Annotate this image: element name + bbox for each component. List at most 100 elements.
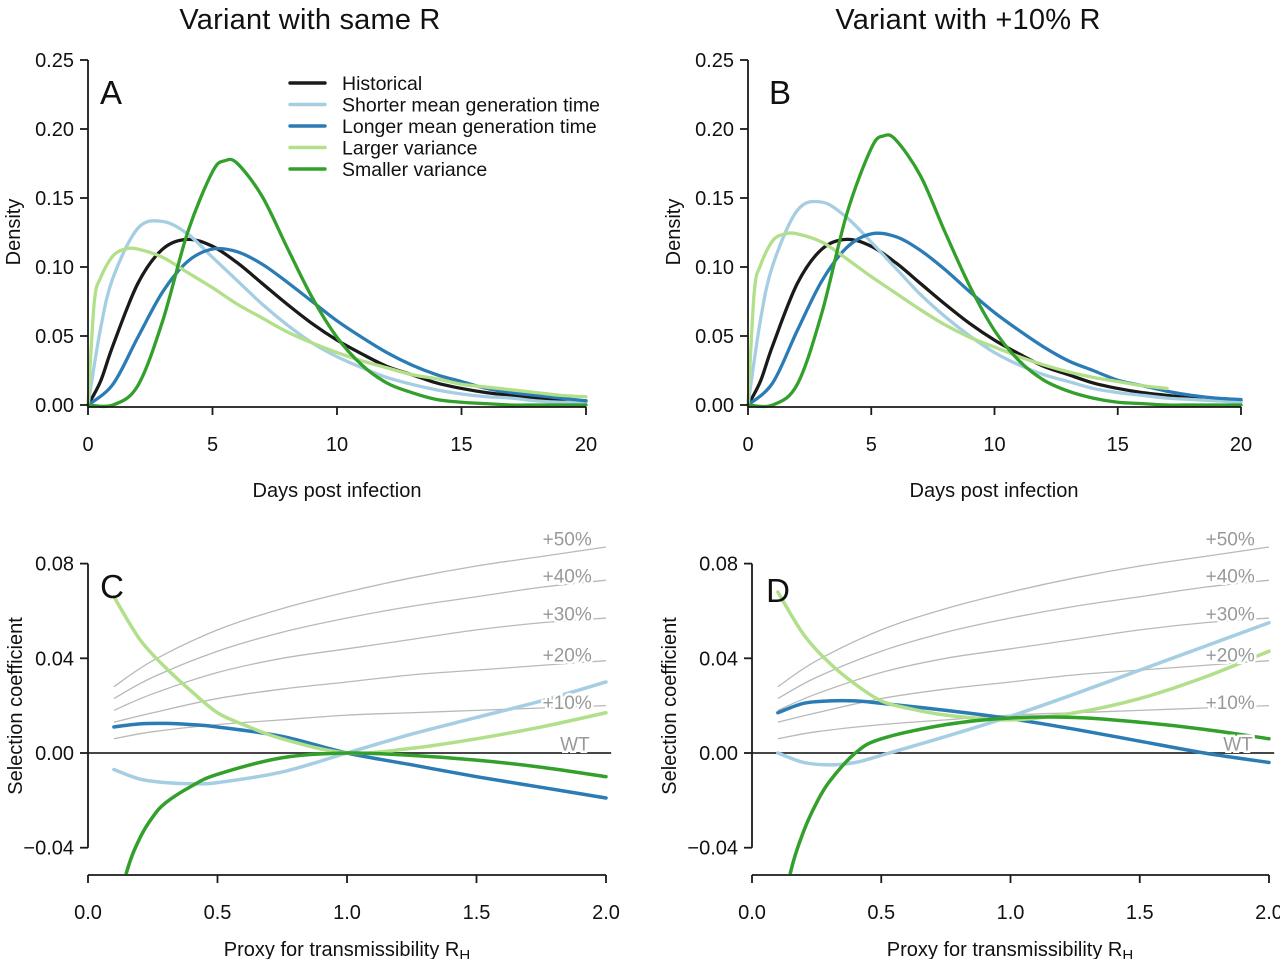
panel-b-curve-shorter-mean-generation-time (746, 199, 1243, 407)
panel-b-y-tick-label: 0.15 (695, 188, 734, 210)
panel-c-reference-curve-20 (113, 660, 607, 723)
panel-c-reference-label-50: +50% (543, 530, 592, 551)
panel-c-letter: C (100, 568, 124, 605)
panel-c-reference-curve-40 (113, 579, 607, 700)
panel-a-curve-historical (86, 237, 588, 407)
panel-d-reference-label-20: +20% (1206, 646, 1255, 667)
panel-c-y-axis-label: Selection coefficient (5, 617, 27, 795)
panel-a-y-tick-label: 0.05 (35, 326, 74, 348)
panel-c-curve-larger-variance (112, 595, 608, 756)
panel-c-reference-label-10: +10% (543, 693, 592, 714)
panel-d-reference-label-50: +50% (1206, 530, 1255, 551)
panel-b-title: Variant with +10% R (835, 4, 1101, 36)
panel-a-letter: A (100, 74, 122, 111)
panel-d-curve-longer-mean-generation-time (776, 698, 1271, 765)
legend-label-shorter-mean-generation-time: Shorter mean generation time (342, 95, 600, 117)
panel-d-curve-smaller-variance (788, 715, 1271, 874)
panel-b-y-axis-label: Density (663, 199, 685, 266)
panel-c-curve-longer-mean-generation-time (112, 721, 608, 800)
panel-c-x-tick-label: 0.0 (74, 902, 102, 924)
panel-a-x-tick-label: 5 (207, 434, 218, 456)
panel-d-letter: D (766, 572, 790, 609)
panel-d-x-tick-label: 1.0 (997, 902, 1025, 924)
panel-b-x-axis-label: Days post infection (910, 480, 1079, 502)
panel-b: 0 5 10 15 20 0.00 0.05 0.10 0.15 0.20 0.25 B Days po… (663, 50, 1252, 502)
legend-label-smaller-variance: Smaller variance (342, 159, 487, 181)
panel-a-curve-larger-variance (86, 246, 588, 407)
panel-c-curve-smaller-variance (124, 751, 608, 874)
panel-d-curve-larger-variance (776, 590, 1271, 722)
legend-label-larger-variance: Larger variance (342, 138, 478, 160)
panel-d-x-axis-label: Proxy for transmissibility RH (887, 939, 1133, 959)
panel-b-curve-larger-variance (746, 231, 1169, 407)
panel-b-x-tick-label: 0 (742, 434, 753, 456)
legend-label-historical: Historical (342, 73, 422, 95)
panel-b-x-tick-label: 20 (1230, 434, 1252, 456)
panel-a-y-tick-label: 0.00 (35, 395, 74, 417)
panel-d-reference-curve-40 (777, 579, 1270, 700)
panel-d-y-tick-label: 0.00 (699, 743, 738, 765)
panel-b-letter: B (769, 74, 791, 111)
panel-a-x-tick-label: 10 (326, 434, 348, 456)
panel-c-reference-label-30: +30% (543, 604, 592, 625)
panel-a-x-tick-label: 20 (575, 434, 597, 456)
panel-a-y-tick-label: 0.25 (35, 50, 74, 72)
panel-c-x-tick-label: 0.5 (204, 902, 232, 924)
panel-b-curve-longer-mean-generation-time (746, 231, 1243, 407)
panel-c-x-tick-label: 2.0 (592, 902, 620, 924)
panel-d-reference-label-40: +40% (1206, 566, 1255, 587)
panel-c-reference-label-wt: WT (560, 735, 590, 756)
panel-d-reference-label-30: +30% (1206, 604, 1255, 625)
panel-d-y-tick-label: 0.04 (699, 648, 738, 670)
panel-a-y-tick-label: 0.10 (35, 257, 74, 279)
panel-c-reference-curve-10 (113, 705, 607, 740)
panel-b-x-tick-label: 5 (866, 434, 877, 456)
panel-b-x-tick-label: 10 (983, 434, 1005, 456)
panel-c-reference-curve-50 (113, 546, 607, 688)
panel-c: +50% +40% +30% +20% +10% WT 0.0 0.5 1.0 1.5 2.0 −0.… (5, 527, 620, 959)
panel-b-y-tick-label: 0.05 (695, 326, 734, 348)
panel-d-reference-label-10: +10% (1206, 693, 1255, 714)
panel-c-reference-curve-30 (113, 617, 607, 711)
panel-b-curve-smaller-variance (746, 133, 1243, 409)
panel-d-x-tick-label: 0.0 (738, 902, 766, 924)
panel-d-reference-curve-30 (777, 617, 1270, 711)
panel-d-reference-curve-50 (777, 546, 1270, 688)
legend-label-longer-mean-generation-time: Longer mean generation time (342, 116, 597, 138)
panel-c-reference-label-20: +20% (543, 646, 592, 667)
panel-d-y-axis-label: Selection coefficient (659, 617, 681, 795)
panel-b-curve-historical (746, 237, 1243, 407)
panel-c-y-tick-label: 0.04 (35, 648, 74, 670)
panel-a-y-tick-label: 0.15 (35, 188, 74, 210)
panel-a-curve-shorter-mean-generation-time (86, 219, 588, 407)
panel-a-x-axis-label: Days post infection (253, 480, 422, 502)
panel-c-reference-label-40: +40% (543, 566, 592, 587)
panel-d-y-tick-label: 0.08 (699, 554, 738, 576)
panel-d-x-tick-label: 2.0 (1255, 902, 1280, 924)
panel-c-x-tick-label: 1.5 (463, 902, 491, 924)
panel-d-x-tick-label: 0.5 (867, 902, 895, 924)
panel-b-y-tick-label: 0.20 (695, 119, 734, 141)
panel-a-curve-smaller-variance (86, 157, 588, 409)
panel-d-x-tick-label: 1.5 (1126, 902, 1154, 924)
panel-c-x-axis-label: Proxy for transmissibility RH (224, 939, 470, 959)
panel-b-y-tick-label: 0.00 (695, 395, 734, 417)
panel-d-y-tick-label: −0.04 (687, 838, 738, 860)
panel-b-x-tick-label: 15 (1107, 434, 1129, 456)
panel-c-y-tick-label: 0.00 (35, 743, 74, 765)
panel-c-x-tick-label: 1.0 (333, 902, 361, 924)
panel-c-y-tick-label: 0.08 (35, 554, 74, 576)
panel-a-x-tick-label: 0 (82, 434, 93, 456)
panel-d: +50% +40% +30% +20% +10% WT 0.0 0.5 1.0 1.5 2.0 −0.… (659, 527, 1280, 959)
panel-a-y-tick-label: 0.20 (35, 119, 74, 141)
panel-b-y-tick-label: 0.10 (695, 257, 734, 279)
panel-a-x-tick-label: 15 (450, 434, 472, 456)
panel-b-y-tick-label: 0.25 (695, 50, 734, 72)
panel-d-reference-label-wt: WT (1223, 735, 1253, 756)
panel-a-title: Variant with same R (179, 4, 441, 36)
panel-d-reference-curve-20 (777, 660, 1270, 723)
panel-a: 0 5 10 15 20 0.00 0.05 0.10 0.15 0.20 0.25 A Days po… (3, 50, 600, 502)
